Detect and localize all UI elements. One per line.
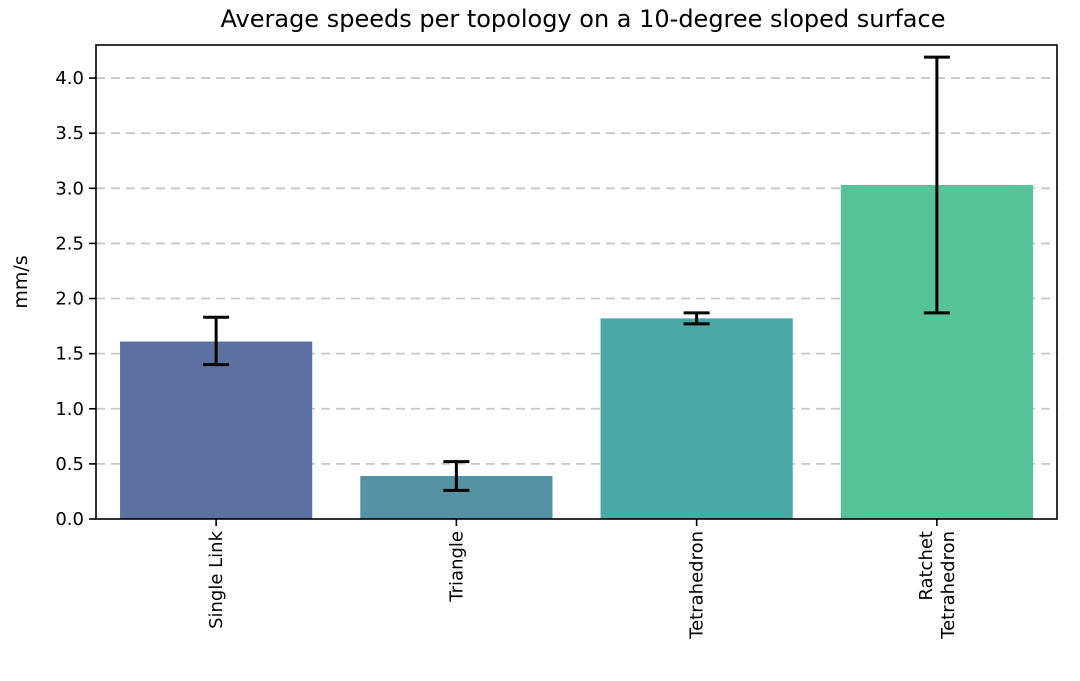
x-tick-label: Ratchet xyxy=(916,531,937,601)
error-bars xyxy=(203,55,950,492)
bar xyxy=(120,341,313,519)
y-tick-label: 1.0 xyxy=(55,399,84,420)
y-tick-label: 0.5 xyxy=(55,454,84,475)
bar xyxy=(600,318,793,519)
y-axis-ticks: 0.0 0.5 1.0 1.5 2.0 2.5 3.0 3.5 4.0 xyxy=(55,68,96,530)
y-tick-label: 2.5 xyxy=(55,233,84,254)
y-tick-label: 1.5 xyxy=(55,344,84,365)
y-tick-label: 2.0 xyxy=(55,289,84,310)
x-axis-ticks: Single Link Triangle Tetrahedron Ratchet Tet… xyxy=(206,519,959,640)
y-tick-label: 4.0 xyxy=(55,68,84,89)
x-tick-label: Tetrahedron xyxy=(687,531,708,640)
y-axis-label: mm/s xyxy=(10,255,32,308)
x-tick-label: Single Link xyxy=(206,530,227,628)
x-tick-label: Tetrahedron xyxy=(938,531,959,640)
plot-frame xyxy=(95,44,1058,520)
chart-title: Average speeds per topology on a 10-degr… xyxy=(221,5,946,33)
y-tick-label: 3.5 xyxy=(55,123,84,144)
x-tick-label: Triangle xyxy=(446,531,467,603)
y-tick-label: 3.0 xyxy=(55,178,84,199)
bars xyxy=(120,184,1033,519)
y-tick-label: 0.0 xyxy=(55,509,84,530)
